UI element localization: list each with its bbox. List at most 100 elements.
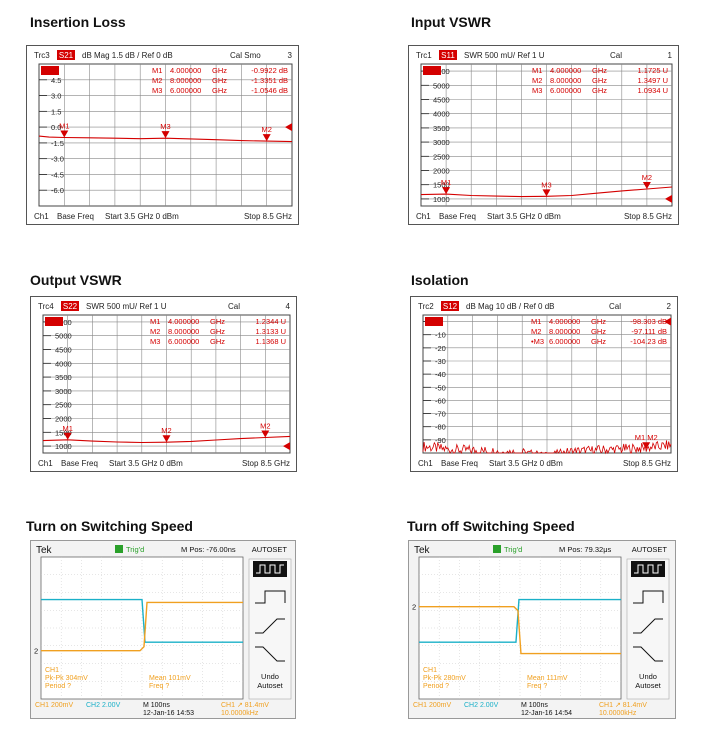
header-trace-number: 1: [668, 51, 673, 60]
scope-panel-turn-on: Tek Trig'd M Pos: -76.00ns AUTOSET 2 Undo Auto…: [30, 540, 296, 719]
footer-start: Start 3.5 GHz 0 dBm: [489, 459, 563, 468]
y-tick-label: -3.0: [51, 155, 64, 164]
marker-id: M3: [532, 86, 542, 95]
marker-id: M1: [532, 66, 542, 75]
footer-stop: Stop 8.5 GHz: [242, 459, 290, 468]
vna-plot-output-vswr: Trc4 S22 SWR 500 mU/ Ref 1 U Cal 4 5500 5000 45…: [38, 301, 291, 468]
readout-pkpk: Pk-Pk 280mV: [423, 675, 466, 682]
marker-value: -98.303 dB: [630, 317, 667, 326]
undo-autoset-label: Autoset: [257, 681, 283, 690]
scope-brand: Tek: [36, 545, 53, 556]
marker-unit: GHz: [592, 66, 607, 75]
marker-label: M1 M2: [635, 433, 658, 442]
ch1-waveform: [419, 605, 621, 655]
y-tick-label: 1000: [55, 442, 72, 451]
y-tick-label: 1500: [433, 181, 450, 190]
reference-badge: [423, 66, 441, 75]
side-menu: [626, 558, 670, 700]
readout-period: Period ?: [423, 683, 449, 690]
scope-mpos: M Pos: 79.32μs: [559, 545, 612, 554]
footer-base-freq: Base Freq: [61, 459, 98, 468]
y-tick-label: 4000: [433, 110, 450, 119]
y-tick-label: 2000: [55, 415, 72, 424]
ch2-waveform: [41, 598, 243, 643]
header-param-badge: [57, 50, 75, 60]
header-format: SWR 500 mU/ Ref 1 U: [86, 302, 167, 311]
chart-title-input-vswr: Input VSWR: [411, 14, 492, 30]
bottom-trigger: CH1 ↗ 81.4mV: [221, 702, 269, 709]
readout-period: Period ?: [45, 683, 71, 690]
bottom-frequency: 10.0000kHz: [221, 710, 259, 717]
footer-base-freq: Base Freq: [439, 212, 476, 221]
bottom-timebase: M 100ns: [143, 702, 170, 709]
marker-freq: 4.000000: [549, 317, 580, 326]
readout-freq: Freq ?: [149, 683, 169, 690]
marker-id: •M3: [531, 337, 544, 346]
footer-stop: Stop 8.5 GHz: [624, 212, 672, 221]
marker-freq: 6.000000: [168, 337, 199, 346]
header-format: dB Mag 10 dB / Ref 0 dB: [466, 302, 555, 311]
chart-title-output-vswr: Output VSWR: [30, 272, 122, 288]
y-tick-label: 2500: [433, 152, 450, 161]
y-tick-label: 3000: [55, 387, 72, 396]
marker-freq: 4.000000: [168, 317, 199, 326]
header-param-label: S22: [63, 302, 78, 311]
marker-freq: 8.000000: [549, 327, 580, 336]
footer-start: Start 3.5 GHz 0 dBm: [487, 212, 561, 221]
vna-panel-output-vswr: Trc4 S22 SWR 500 mU/ Ref 1 U Cal 4 5500 5000 45…: [30, 296, 297, 472]
marker-value: 1.0934 U: [638, 86, 668, 95]
header-param-badge: [61, 301, 79, 311]
footer-channel: Ch1: [34, 212, 49, 221]
header-format: dB Mag 1.5 dB / Ref 0 dB: [82, 51, 173, 60]
y-tick-label: 2000: [433, 167, 450, 176]
marker-triangle: [60, 130, 69, 138]
marker-id: M1: [152, 66, 162, 75]
y-tick-label: 2500: [55, 401, 72, 410]
marker-unit: GHz: [210, 337, 225, 346]
header-cal: Cal Smo: [230, 51, 261, 60]
footer-stop: Stop 8.5 GHz: [623, 459, 671, 468]
header-cal: Cal: [610, 51, 622, 60]
falling-edge-icon: [255, 646, 285, 662]
trace-line: [422, 440, 672, 455]
scope-mpos: M Pos: -76.00ns: [181, 545, 236, 554]
autoset-title: AUTOSET: [252, 545, 288, 554]
marker-label: M3: [160, 122, 170, 131]
marker-id: M2: [532, 76, 542, 85]
y-tick-label: -10: [435, 331, 446, 340]
marker-value: -97.111 dB: [631, 327, 667, 336]
marker-unit: GHz: [210, 317, 225, 326]
marker-triangle: [261, 430, 270, 438]
marker-label: M2: [642, 173, 652, 182]
marker-label: M1: [441, 178, 451, 187]
reference-arrow: [283, 442, 290, 451]
vna-plot-input-vswr: Trc1 S11 SWR 500 mU/ Ref 1 U Cal 1 5500 5000 45…: [416, 50, 673, 221]
vna-panel-insertion-loss: Trc3 S21 dB Mag 1.5 dB / Ref 0 dB Cal Smo 3 4…: [26, 45, 299, 225]
pulse-icon: [255, 590, 286, 604]
y-tick-label: 5000: [55, 332, 72, 341]
reference-arrow: [665, 194, 672, 203]
reference-arrow: [664, 317, 671, 326]
readout-mean: Mean 111mV: [527, 675, 568, 682]
footer-channel: Ch1: [38, 459, 53, 468]
y-tick-label: -70: [435, 410, 446, 419]
footer-start: Start 3.5 GHz 0 dBm: [105, 212, 179, 221]
scope-panel-turn-off: Tek Trig'd M Pos: 79.32μs AUTOSET 2 Undo Autos…: [408, 540, 676, 719]
y-tick-label: -60: [435, 396, 446, 405]
y-tick-label: -6.0: [51, 186, 64, 195]
undo-label: Undo: [639, 672, 657, 681]
marker-freq: 4.000000: [170, 66, 201, 75]
bottom-timebase: M 100ns: [521, 702, 548, 709]
marker-triangle: [642, 181, 651, 189]
marker-label: M3: [541, 180, 551, 189]
marker-id: M2: [152, 76, 162, 85]
reference-badge: [45, 317, 63, 326]
marker-label: M2: [260, 422, 270, 431]
marker-id: M1: [531, 317, 541, 326]
trig-status: Trig'd: [504, 545, 522, 554]
header-param-badge: [439, 50, 457, 60]
readout-channel: CH1: [45, 667, 59, 674]
side-menu: [248, 558, 292, 700]
marker-value: 1.2344 U: [256, 317, 286, 326]
